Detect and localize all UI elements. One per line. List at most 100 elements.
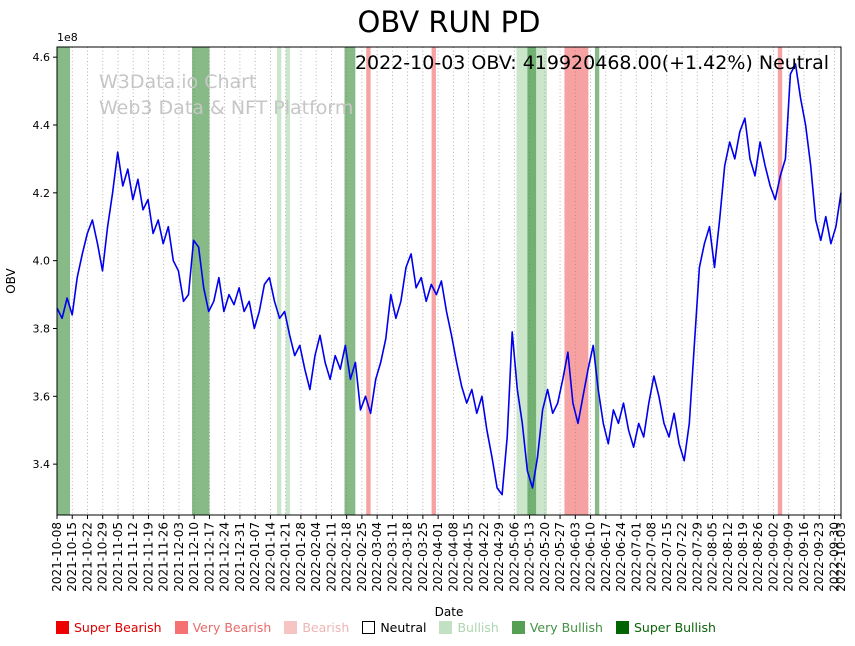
x-tick-label: 2022-01-14 bbox=[263, 522, 277, 592]
x-tick-label: 2022-04-01 bbox=[431, 522, 445, 592]
x-tick-label: 2022-09-23 bbox=[812, 522, 826, 592]
x-tick-label: 2022-06-03 bbox=[568, 522, 582, 592]
x-tick-label: 2021-10-08 bbox=[50, 522, 64, 592]
x-tick-label: 2022-08-12 bbox=[721, 522, 735, 592]
signal-band-very_bearish bbox=[564, 47, 589, 515]
x-tick-label: 2021-11-12 bbox=[126, 522, 140, 592]
x-tick-label: 2022-03-18 bbox=[401, 522, 415, 592]
legend-label: Neutral bbox=[380, 620, 427, 635]
x-tick-label: 2022-06-17 bbox=[599, 522, 613, 592]
x-tick-label: 2022-08-05 bbox=[706, 522, 720, 592]
legend-item: Bearish bbox=[284, 620, 349, 635]
x-tick-label: 2021-12-24 bbox=[218, 522, 232, 592]
watermark-line-2: Web3 Data & NFT Platform bbox=[99, 96, 354, 119]
x-tick-label: 2021-12-31 bbox=[233, 522, 247, 592]
x-tick-label: 2022-08-26 bbox=[751, 522, 765, 592]
legend-item: Super Bullish bbox=[615, 620, 716, 635]
chart-title: OBV RUN PD bbox=[357, 5, 541, 39]
x-tick-label: 2022-02-18 bbox=[340, 522, 354, 592]
x-tick-label: 2022-07-22 bbox=[675, 522, 689, 592]
x-tick-label: 2022-08-19 bbox=[736, 522, 750, 592]
y-tick-label: 4.0 bbox=[33, 255, 51, 268]
signal-band-bullish bbox=[285, 47, 291, 515]
legend-label: Bearish bbox=[302, 620, 350, 635]
y-axis-label: OBV bbox=[4, 267, 18, 293]
signal-band-very_bullish bbox=[594, 47, 600, 515]
x-tick-label: 2021-11-19 bbox=[141, 522, 155, 592]
x-tick-label: 2021-10-15 bbox=[65, 522, 79, 592]
signal-band-very_bullish bbox=[192, 47, 210, 515]
signal-band-very_bullish bbox=[344, 47, 356, 515]
legend-label: Very Bearish bbox=[192, 620, 272, 635]
x-tick-label: 2021-12-03 bbox=[172, 522, 186, 592]
legend-swatch bbox=[284, 621, 298, 634]
signal-band-very_bullish bbox=[527, 47, 537, 515]
legend-label: Very Bullish bbox=[529, 620, 603, 635]
legend-label: Bullish bbox=[457, 620, 499, 635]
x-tick-label: 2022-07-01 bbox=[629, 522, 643, 592]
legend-swatch bbox=[511, 621, 525, 634]
legend-item: Neutral bbox=[362, 620, 426, 635]
x-tick-label: 2021-10-29 bbox=[96, 522, 110, 592]
y-tick-label: 3.8 bbox=[33, 322, 51, 335]
x-tick-label: 2022-07-15 bbox=[660, 522, 674, 592]
legend-label: Super Bullish bbox=[633, 620, 716, 635]
x-tick-label: 2022-09-30 bbox=[827, 522, 841, 592]
x-tick-label: 2022-01-21 bbox=[279, 522, 293, 592]
legend-swatch bbox=[362, 621, 376, 634]
x-tick-label: 2022-06-10 bbox=[584, 522, 598, 592]
x-tick-label: 2022-09-09 bbox=[782, 522, 796, 592]
legend-swatch bbox=[439, 621, 453, 634]
x-tick-label: 2022-09-02 bbox=[766, 522, 780, 592]
x-tick-label: 2022-05-06 bbox=[507, 522, 521, 592]
x-tick-label: 2022-10-03 bbox=[834, 522, 848, 592]
legend-swatch bbox=[56, 621, 69, 634]
x-tick-label: 2021-11-05 bbox=[111, 522, 125, 592]
x-tick-label: 2022-07-29 bbox=[690, 522, 704, 592]
x-tick-label: 2022-07-08 bbox=[645, 522, 659, 592]
latest-value-annotation: 2022-10-03 OBV: 419920468.00(+1.42%) Neu… bbox=[354, 52, 829, 74]
y-tick-label: 3.6 bbox=[33, 390, 51, 403]
y-tick-label: 4.4 bbox=[33, 119, 51, 132]
legend-swatch bbox=[174, 621, 188, 634]
x-tick-label: 2022-05-27 bbox=[553, 522, 567, 592]
x-tick-label: 2021-10-22 bbox=[80, 522, 94, 592]
signal-band-very_bearish bbox=[431, 47, 436, 515]
legend-item: Very Bearish bbox=[174, 620, 272, 635]
x-tick-label: 2022-04-15 bbox=[462, 522, 476, 592]
y-tick-label: 3.4 bbox=[33, 458, 51, 471]
x-tick-label: 2022-01-28 bbox=[294, 522, 308, 592]
x-tick-label: 2022-02-25 bbox=[355, 522, 369, 592]
legend-label: Super Bearish bbox=[74, 620, 162, 635]
signal-legend: Super Bearish Very Bearish Bearish Neutral B… bbox=[56, 620, 716, 635]
watermark-line-1: W3Data.io Chart bbox=[99, 71, 257, 93]
x-tick-label: 2021-12-10 bbox=[187, 522, 201, 592]
legend-item: Super Bearish bbox=[56, 620, 162, 635]
x-tick-label: 2022-06-24 bbox=[614, 522, 628, 592]
legend-item: Bullish bbox=[439, 620, 499, 635]
x-tick-label: 2022-04-08 bbox=[446, 522, 460, 592]
signal-band-very_bearish bbox=[777, 47, 783, 515]
obv-line bbox=[56, 63, 842, 496]
y-tick-label: 4.2 bbox=[33, 187, 51, 200]
x-tick-label: 2021-11-26 bbox=[157, 522, 171, 592]
x-tick-label: 2022-02-11 bbox=[324, 522, 338, 592]
x-tick-label: 2022-04-29 bbox=[492, 522, 506, 592]
plot-frame bbox=[56, 46, 842, 516]
x-tick-label: 2022-05-13 bbox=[523, 522, 537, 592]
signal-band-bullish bbox=[276, 47, 282, 515]
legend-item: Very Bullish bbox=[511, 620, 603, 635]
x-tick-label: 2022-01-07 bbox=[248, 522, 262, 592]
y-offset-label: 1e8 bbox=[57, 31, 78, 44]
x-tick-label: 2022-05-20 bbox=[538, 522, 552, 592]
x-tick-label: 2022-04-22 bbox=[477, 522, 491, 592]
legend-swatch bbox=[615, 621, 629, 634]
x-axis-label: Date bbox=[435, 605, 464, 619]
x-tick-label: 2022-09-16 bbox=[797, 522, 811, 592]
y-tick-label: 4.6 bbox=[33, 51, 51, 64]
signal-band-very_bearish bbox=[366, 47, 371, 515]
watermark: W3Data.io Chart Web3 Data & NFT Platform bbox=[99, 70, 353, 121]
x-tick-label: 2022-03-25 bbox=[416, 522, 430, 592]
